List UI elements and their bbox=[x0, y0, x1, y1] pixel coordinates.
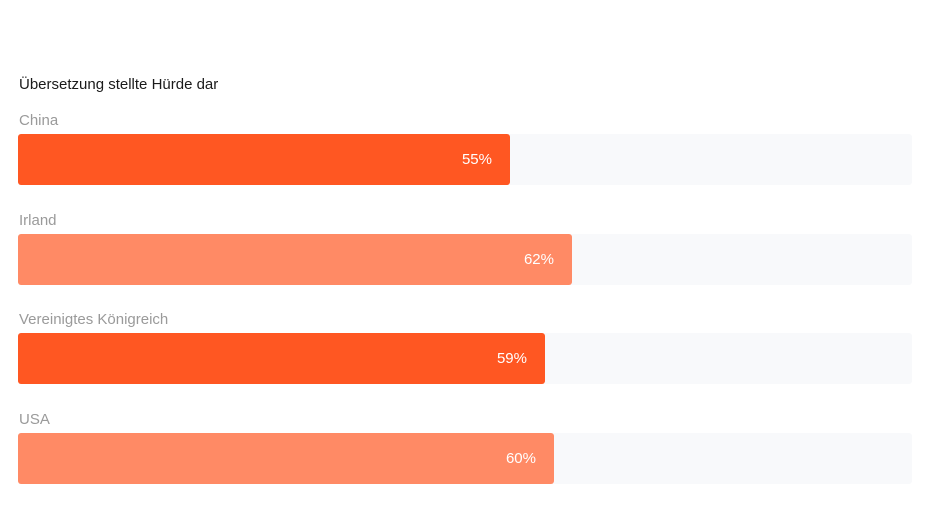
bar-label-irland: Irland bbox=[19, 212, 57, 229]
bar-track-usa: 60% bbox=[18, 433, 912, 484]
bar-value-vereinigtes-koenigreich: 59% bbox=[496, 350, 527, 367]
bar-vereinigtes-koenigreich: 59% bbox=[18, 333, 545, 384]
bar-label-usa: USA bbox=[19, 411, 50, 428]
bar-chart: Übersetzung stellte Hürde dar China 55% … bbox=[18, 0, 912, 514]
bar-row-usa: USA 60% bbox=[18, 411, 912, 487]
bar-value-china: 55% bbox=[461, 151, 492, 168]
bar-label-china: China bbox=[19, 112, 59, 129]
bar-row-china: China 55% bbox=[18, 112, 912, 188]
bar-row-vereinigtes-koenigreich: Vereinigtes Königreich 59% bbox=[18, 311, 912, 387]
bar-track-irland: 62% bbox=[18, 234, 912, 285]
bar-label-vereinigtes-koenigreich: Vereinigtes Königreich bbox=[19, 311, 169, 328]
bar-track-vereinigtes-koenigreich: 59% bbox=[18, 333, 912, 384]
bar-value-usa: 60% bbox=[505, 450, 536, 467]
bar-usa: 60% bbox=[18, 433, 554, 484]
bar-track-china: 55% bbox=[18, 134, 912, 185]
bar-value-irland: 62% bbox=[523, 251, 554, 268]
bar-irland: 62% bbox=[18, 234, 572, 285]
bar-row-irland: Irland 62% bbox=[18, 212, 912, 288]
bar-china: 55% bbox=[18, 134, 510, 185]
chart-title: Übersetzung stellte Hürde dar bbox=[19, 76, 219, 93]
